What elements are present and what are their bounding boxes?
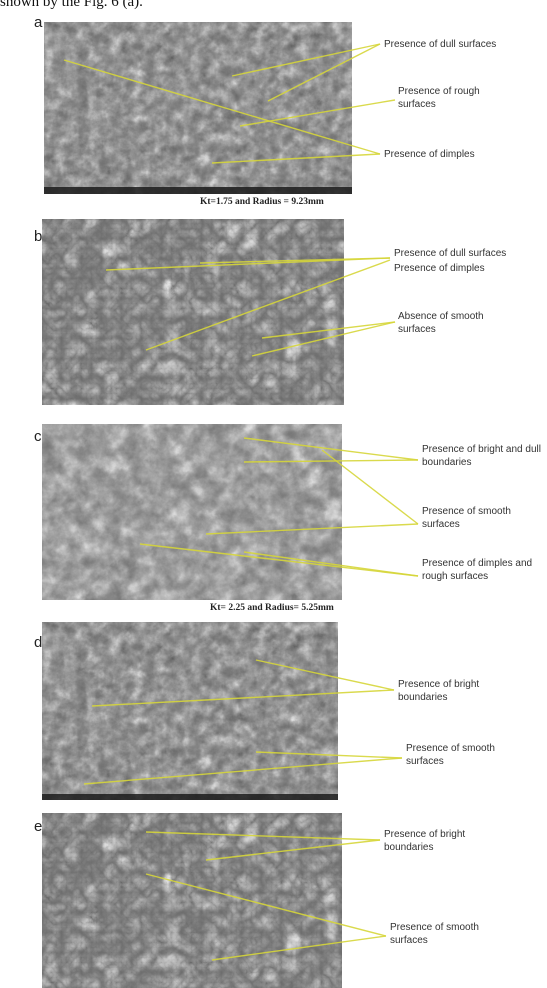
panel-e-annotation-bright: Presence of bright boundaries [384,829,466,853]
panel-a-annotation-rough: Presence of rough surfaces [398,86,480,110]
panel-e-image [42,813,342,988]
panel-c-annotation-dimples-rough: Presence of dimples and rough surfaces [422,558,533,582]
panel-c-image [42,424,342,600]
panel-a-caption: Kt=1.75 and Radius = 9.23mm [200,197,324,207]
panel-e-annotation-smooth: Presence of smooth surfaces [390,922,479,946]
panel-e-label: e [34,818,43,835]
panel-d-annotation-bright: Presence of bright boundaries [398,679,480,703]
panel-d-annotation-smooth: Presence of smooth surfaces [406,743,495,767]
panel-c-annotation-smooth: Presence of smooth surfaces [422,506,511,530]
panel-a-image [44,22,352,194]
panel-d-image [42,622,338,800]
panel-b-annotation-dimples: Presence of dimples [394,263,485,274]
intro-text: shown by the Fig. 6 (a). [0,0,143,10]
panel-c-label: c [34,428,42,445]
panel-d-label: d [34,634,43,651]
panel-b-label: b [34,228,43,245]
panel-a-annotation-dimples: Presence of dimples [384,149,475,160]
panel-a-annotation-dull: Presence of dull surfaces [384,39,497,50]
panel-b-annotation-dull: Presence of dull surfaces [394,248,507,259]
panel-a-label: a [34,14,43,31]
panel-b-image [42,219,344,405]
panel-c-annotation-bright-dull: Presence of bright and dull boundaries [422,444,541,468]
panel-b-annotation-smooth: Absence of smooth surfaces [398,311,484,335]
panel-c-caption: Kt= 2.25 and Radius= 5.25mm [210,603,334,613]
